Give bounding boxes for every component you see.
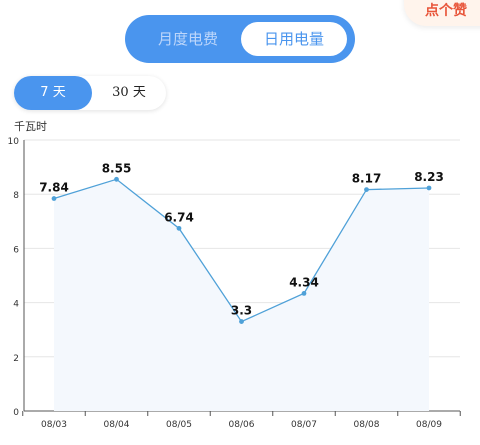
x-tick-label: 08/04 bbox=[104, 420, 130, 430]
like-badge[interactable]: 点个赞 bbox=[404, 0, 480, 26]
chart-mode-toggle: 月度电费 日用电量 bbox=[125, 15, 355, 63]
x-tick-label: 08/05 bbox=[166, 420, 192, 430]
data-point bbox=[114, 176, 119, 182]
y-tick-label: 8 bbox=[13, 191, 19, 201]
y-tick-label: 4 bbox=[13, 300, 19, 310]
like-badge-text: 点个赞 bbox=[425, 3, 467, 19]
data-point bbox=[51, 196, 57, 201]
data-value-label: 8.17 bbox=[352, 172, 382, 186]
data-point bbox=[364, 187, 369, 192]
data-value-label: 4.34 bbox=[289, 275, 319, 289]
data-value-label: 7.84 bbox=[39, 181, 69, 195]
y-tick-label: 0 bbox=[13, 408, 19, 418]
data-point bbox=[301, 290, 307, 296]
y-tick-label: 2 bbox=[13, 354, 19, 364]
x-tick-label: 08/09 bbox=[416, 420, 442, 430]
daily-usage-tab[interactable]: 日用电量 bbox=[241, 22, 347, 56]
y-axis-label: 千瓦时 bbox=[14, 120, 47, 133]
usage-area-fill bbox=[54, 179, 429, 411]
x-tick-label: 08/08 bbox=[354, 420, 380, 430]
data-value-label: 6.74 bbox=[164, 210, 194, 224]
data-value-label: 3.3 bbox=[231, 304, 252, 318]
y-tick-label: 6 bbox=[13, 245, 19, 255]
data-point bbox=[426, 185, 432, 191]
monthly-fee-tab[interactable]: 月度电费 bbox=[157, 30, 218, 48]
x-tick-label: 08/07 bbox=[291, 420, 317, 430]
data-point bbox=[176, 225, 182, 231]
y-tick-label: 10 bbox=[8, 137, 20, 147]
range-30-days-button[interactable]: 30 天 bbox=[112, 85, 146, 100]
data-value-label: 8.55 bbox=[102, 161, 132, 175]
x-tick-label: 08/06 bbox=[229, 420, 255, 430]
data-value-label: 8.23 bbox=[414, 170, 444, 184]
data-point bbox=[239, 319, 244, 324]
range-7-days-button[interactable]: 7 天 bbox=[14, 76, 92, 110]
x-tick-label: 08/03 bbox=[41, 420, 67, 430]
range-toggle: 7 天 30 天 bbox=[14, 76, 166, 110]
